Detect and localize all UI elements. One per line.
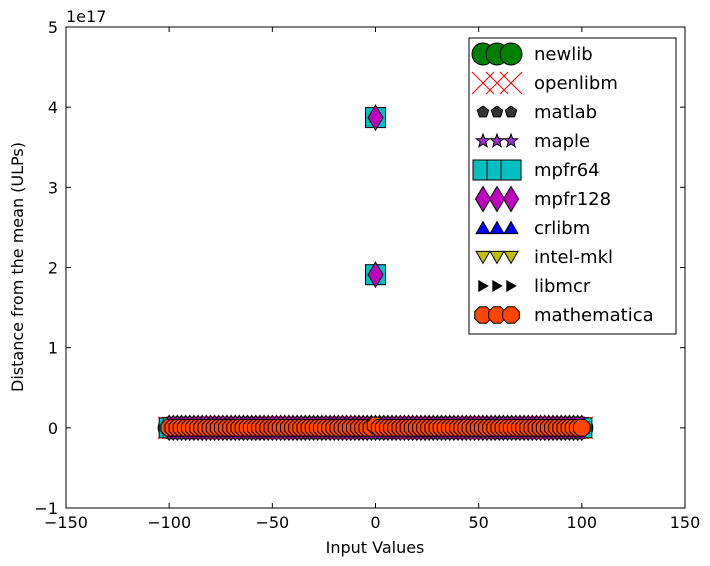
legend-marker-maple bbox=[488, 132, 506, 148]
x-tick-label: 150 bbox=[670, 513, 701, 532]
legend-box bbox=[468, 37, 677, 335]
legend-label-mpfr128: mpfr128 bbox=[534, 189, 611, 210]
plot-marks bbox=[157, 104, 594, 442]
legend: newlib openlibm matlab maple mpfr64 mpfr128 cr… bbox=[468, 37, 677, 335]
legend-marker-intel-mkl bbox=[475, 250, 491, 265]
legend-entry-mathematica: mathematica bbox=[474, 305, 654, 326]
data-point-mathematica bbox=[573, 419, 591, 437]
outlier-point-mpfr128 bbox=[367, 261, 384, 289]
legend-entry-mpfr128: mpfr128 bbox=[474, 185, 611, 213]
legend-marker-matlab bbox=[476, 105, 490, 118]
y-axis-label: Distance from the mean (ULPs) bbox=[8, 142, 27, 392]
legend-label-intel-mkl: intel-mkl bbox=[534, 247, 613, 268]
legend-marker-newlib bbox=[499, 42, 523, 66]
x-tick-label: 0 bbox=[370, 513, 380, 532]
offset-text: 1e17 bbox=[66, 7, 106, 26]
legend-marker-libmcr bbox=[478, 279, 489, 293]
y-tick-label: 3 bbox=[48, 178, 58, 197]
legend-entry-intel-mkl: intel-mkl bbox=[475, 247, 613, 268]
outlier-point-mpfr128 bbox=[367, 104, 384, 132]
legend-marker-mpfr128 bbox=[474, 185, 492, 213]
legend-entry-crlibm: crlibm bbox=[475, 218, 590, 239]
x-axis-label: Input Values bbox=[326, 538, 425, 557]
legend-label-mathematica: mathematica bbox=[534, 305, 654, 326]
y-tick-label: 0 bbox=[48, 419, 58, 438]
legend-entry-libmcr: libmcr bbox=[478, 276, 591, 297]
legend-label-crlibm: crlibm bbox=[534, 218, 590, 239]
legend-marker-intel-mkl bbox=[489, 250, 505, 265]
legend-label-openlibm: openlibm bbox=[534, 73, 618, 94]
legend-marker-crlibm bbox=[475, 220, 491, 235]
x-tick-label: −100 bbox=[147, 513, 191, 532]
axes: −150 −100 −50 0 50 100 150 −1 0 1 2 3 4 5 bbox=[34, 18, 700, 532]
y-tick-label: 2 bbox=[48, 259, 58, 278]
x-tick-label: 50 bbox=[468, 513, 488, 532]
legend-marker-crlibm bbox=[489, 220, 505, 235]
legend-label-newlib: newlib bbox=[534, 44, 593, 65]
legend-marker-mpfr128 bbox=[502, 185, 520, 213]
legend-label-libmcr: libmcr bbox=[534, 276, 591, 297]
legend-entry-openlibm: openlibm bbox=[471, 71, 618, 95]
legend-marker-libmcr bbox=[506, 279, 517, 293]
y-tick-label: 5 bbox=[48, 18, 58, 37]
y-tick-label: −1 bbox=[34, 499, 58, 518]
legend-marker-libmcr bbox=[492, 279, 503, 293]
y-tick-label: 4 bbox=[48, 98, 58, 117]
legend-marker-maple bbox=[474, 132, 492, 148]
x-tick-label: 100 bbox=[567, 513, 598, 532]
legend-marker-crlibm bbox=[503, 220, 519, 235]
legend-label-matlab: matlab bbox=[534, 102, 597, 123]
legend-entry-newlib: newlib bbox=[471, 42, 593, 66]
legend-entry-maple: maple bbox=[474, 131, 590, 152]
y-tick-label: 1 bbox=[48, 339, 58, 358]
legend-marker-mpfr64 bbox=[500, 159, 522, 181]
legend-marker-matlab bbox=[490, 105, 504, 118]
legend-marker-openlibm bbox=[499, 71, 523, 95]
legend-marker-mathematica bbox=[502, 306, 520, 324]
legend-marker-maple bbox=[502, 132, 520, 148]
x-tick-label: −50 bbox=[255, 513, 289, 532]
legend-entry-mpfr64: mpfr64 bbox=[472, 159, 600, 181]
legend-entry-matlab: matlab bbox=[476, 102, 597, 123]
series-mathematica bbox=[160, 416, 591, 437]
x-tick-label: −150 bbox=[44, 513, 88, 532]
legend-marker-mpfr128 bbox=[488, 185, 506, 213]
legend-label-mpfr64: mpfr64 bbox=[534, 160, 600, 181]
legend-label-maple: maple bbox=[534, 131, 590, 152]
legend-marker-matlab bbox=[504, 105, 518, 118]
legend-marker-intel-mkl bbox=[503, 250, 519, 265]
